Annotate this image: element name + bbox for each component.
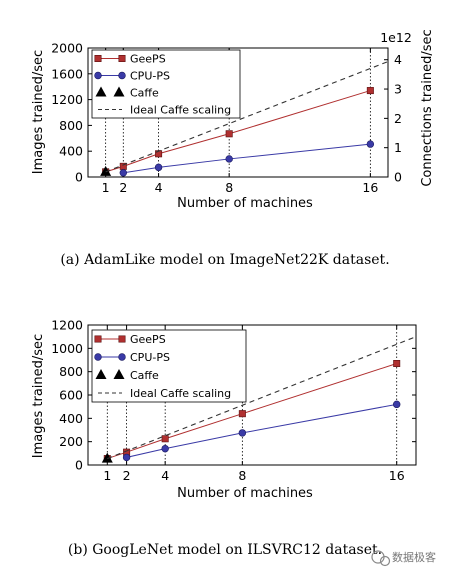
- chart-b-legend-box: [91, 329, 247, 403]
- chart-b-series-cpu-ps-point: [161, 444, 169, 453]
- chart-b-series-ideal-caffe-scaling-line: [107, 336, 417, 460]
- chart-b-series-geeps-point: [161, 435, 169, 443]
- watermark-text: 数据极客: [392, 550, 436, 564]
- chart-b-legend: GeePS CPU-PS Caffe Ideal Caffe scaling: [91, 329, 247, 403]
- chart-b-x-tick-label: 2: [123, 468, 131, 483]
- chart-b-series-caffe-point: [101, 452, 113, 463]
- chart-b-legend-entry-cpu-ps-label: CPU-PS: [130, 351, 170, 364]
- chart-a-x-tick-label: 8: [225, 180, 233, 195]
- chart-b-x-tick-label: 8: [238, 468, 246, 483]
- chart-a-series-cpu-ps-point: [225, 155, 233, 163]
- chart-a: Images trained/sec Connections trained/s…: [31, 29, 435, 268]
- chart-a-x-tick-label: 4: [155, 180, 163, 195]
- chart-b-legend-entry-geeps-marker: [118, 335, 126, 343]
- chart-b-legend-entry-cpu-ps-marker: [94, 353, 102, 361]
- chart-b-caption: (b) GoogLeNet model on ILSVRC12 dataset.: [68, 542, 382, 558]
- chart-a-legend-box: [91, 49, 241, 119]
- chart-b-legend-entry-geeps-label: GeePS: [130, 333, 166, 346]
- chart-a-legend-entry-caffe-marker: [113, 86, 125, 97]
- chart-a-legend-entry-ideal-caffe-scaling-label: Ideal Caffe scaling: [130, 104, 231, 117]
- chart-a-legend-entry-cpu-ps-label: CPU-PS: [130, 70, 170, 83]
- chart-a-x-tick-label: 2: [119, 180, 127, 195]
- chart-a-y-tick-label: 1200: [51, 92, 83, 107]
- chart-b-y-tick-label: 0: [75, 458, 83, 473]
- chart-b-ylabel: Images trained/sec: [31, 334, 46, 458]
- chart-a-series-caffe-point: [100, 165, 112, 176]
- chart-b-legend-entry-caffe-marker: [113, 369, 125, 379]
- chart-b-y-tick-label: 800: [59, 364, 83, 379]
- chart-b-y-tick-label: 400: [59, 411, 83, 426]
- chart-a-ylabel: Images trained/sec: [31, 50, 46, 174]
- wechat-logo-icon-inner: [379, 555, 391, 567]
- chart-b-y-tick-label: 200: [59, 434, 83, 449]
- chart-a-legend-entry-geeps-label: GeePS: [130, 53, 166, 66]
- chart-b-series-geeps-point: [238, 410, 246, 418]
- chart-a-series-geeps-point: [366, 87, 374, 95]
- chart-a-y-tick-label: 1600: [51, 66, 83, 81]
- chart-b-series-cpu-ps-point: [393, 400, 401, 409]
- chart-b-series-cpu-ps-line: [126, 403, 397, 458]
- chart-a-y-tick-label: 2000: [51, 41, 83, 56]
- chart-b-y-tick-label: 1200: [51, 318, 83, 333]
- chart-b-y-tick-label: 600: [59, 388, 83, 403]
- chart-b-x-tick-label: 16: [389, 468, 405, 483]
- chart-b-legend-entry-ideal-caffe-scaling-label: Ideal Caffe scaling: [130, 387, 231, 400]
- chart-b-series-cpu-ps-point: [238, 429, 247, 437]
- chart-a-series-cpu-ps-point: [154, 163, 163, 172]
- chart-b-series-geeps-point: [393, 359, 401, 367]
- chart-b-x-tick-label: 4: [161, 468, 169, 483]
- chart-b-x-tick-label: 1: [103, 468, 111, 483]
- chart-a-y-tick-label: 800: [59, 118, 83, 133]
- chart-a-legend-entry-geeps-marker: [94, 54, 102, 62]
- chart-a-legend-entry-caffe-marker: [95, 86, 107, 97]
- chart-a-plot-frame: [87, 47, 389, 178]
- chart-a-series-ideal-caffe-scaling-line: [105, 61, 389, 173]
- chart-a-xlabel: Number of machines: [177, 196, 313, 211]
- chart-b-y-tick-label: 1000: [51, 341, 83, 356]
- chart-a-series-cpu-ps-point: [119, 169, 127, 177]
- chart-a-y-tick-label: 0: [75, 170, 83, 185]
- chart-a-series-cpu-ps-point: [366, 140, 375, 148]
- chart-b-series-cpu-ps-point: [122, 453, 131, 462]
- chart-b-legend-entry-caffe-label: Caffe: [130, 369, 159, 382]
- chart-a-legend-entry-cpu-ps-marker: [94, 71, 102, 80]
- chart-b: Images trained/sec Number of machines (b…: [31, 318, 417, 558]
- chart-a-x-tick-label: 16: [362, 180, 378, 195]
- chart-a-legend-entry-cpu-ps-marker: [118, 71, 126, 80]
- chart-a-series-cpu-ps-line: [123, 143, 371, 174]
- chart-a-y2-tick-label: 1: [394, 140, 402, 155]
- chart-b-xlabel: Number of machines: [177, 486, 313, 501]
- chart-a-y-tick-label: 400: [59, 144, 83, 159]
- chart-a-y2-tick-label: 4: [394, 52, 402, 67]
- watermark: 数据极客: [371, 550, 436, 567]
- chart-a-legend: GeePS CPU-PS Caffe Ideal Caffe scaling: [91, 49, 241, 119]
- chart-b-legend-entry-geeps-marker: [94, 335, 102, 343]
- chart-a-caption: (a) AdamLike model on ImageNet22K datase…: [60, 252, 389, 268]
- chart-a-y2-tick-label: 3: [394, 82, 402, 97]
- chart-b-legend-entry-caffe-marker: [95, 369, 107, 379]
- chart-a-y2-offset: 1e12: [380, 30, 412, 45]
- chart-a-x-tick-label: 1: [102, 180, 110, 195]
- chart-a-y2-tick-label: 0: [394, 170, 402, 185]
- chart-a-y2label: Connections trained/sec: [420, 29, 435, 186]
- chart-a-legend-entry-geeps-marker: [118, 54, 126, 62]
- chart-a-legend-entry-caffe-label: Caffe: [130, 87, 159, 100]
- chart-a-series-geeps-point: [225, 130, 233, 138]
- chart-b-legend-entry-cpu-ps-marker: [118, 353, 126, 361]
- chart-a-y2-tick-label: 2: [394, 111, 402, 126]
